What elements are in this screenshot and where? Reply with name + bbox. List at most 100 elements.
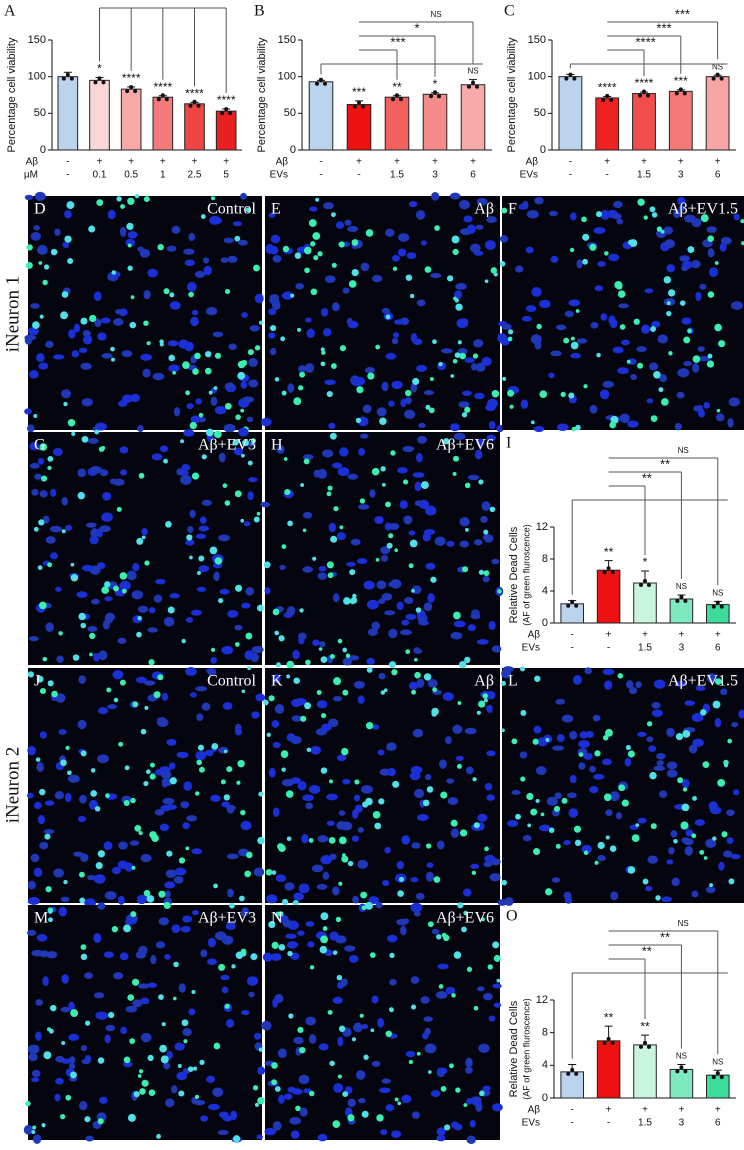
nucleus [324, 379, 336, 386]
dead-cell [143, 781, 149, 787]
nucleus [284, 1093, 293, 1100]
nucleus [299, 1107, 308, 1117]
nucleus [68, 1001, 75, 1011]
nucleus [45, 622, 55, 633]
dead-cell [285, 790, 294, 798]
nucleus [707, 248, 715, 258]
nucleus [137, 605, 149, 613]
nucleus [423, 602, 433, 612]
nucleus [347, 473, 359, 480]
dead-cell [287, 950, 293, 957]
nucleus [605, 809, 613, 817]
dead-cell [457, 340, 462, 345]
dead-cell [281, 767, 286, 772]
nucleus [253, 1032, 262, 1040]
dead-cell [700, 709, 707, 716]
dead-cell [41, 1123, 46, 1128]
nucleus [548, 372, 555, 379]
y-tick-label: 4 [542, 585, 548, 597]
nucleus [189, 509, 196, 518]
nucleus [400, 925, 407, 936]
image-panel: N Aβ+EV6 [261, 901, 503, 1144]
nucleus [223, 237, 234, 244]
nucleus [474, 449, 483, 460]
x-tick-label: - [319, 157, 322, 168]
nucleus [104, 596, 113, 602]
data-point [160, 93, 165, 98]
dead-cell [238, 895, 245, 902]
nucleus [244, 650, 255, 661]
nucleus [328, 718, 339, 728]
x-tick-label: 6 [470, 170, 476, 181]
nucleus [103, 951, 114, 959]
dead-cell [312, 232, 321, 240]
nucleus [140, 1032, 152, 1043]
panel-label: Control [207, 673, 256, 690]
nucleus [705, 838, 717, 849]
data-point [93, 80, 98, 85]
dead-cell [111, 925, 118, 933]
nucleus [169, 301, 181, 310]
nucleus [62, 241, 70, 249]
nucleus [583, 752, 593, 760]
nucleus [293, 1036, 304, 1045]
nucleus [378, 673, 386, 680]
nucleus [570, 212, 577, 221]
nucleus [174, 1042, 185, 1051]
nucleus [80, 853, 89, 862]
dead-cell [234, 235, 241, 242]
dead-cell [81, 435, 89, 443]
nucleus [573, 675, 582, 685]
dead-cell [192, 1066, 198, 1071]
dead-cell [411, 689, 417, 695]
nucleus [101, 512, 113, 522]
dead-cell [363, 1054, 369, 1060]
dead-cell [707, 353, 713, 359]
dead-cell [231, 964, 236, 969]
dead-cell [432, 339, 437, 345]
nucleus [674, 681, 686, 687]
nucleus [316, 700, 328, 709]
image-panel: M Aβ+EV3 [23, 901, 266, 1144]
dead-cell [452, 358, 458, 364]
panel-label: Aβ+EV3 [198, 437, 256, 454]
nucleus [668, 846, 675, 855]
nucleus [165, 804, 177, 811]
dead-cell [308, 219, 317, 227]
data-point [679, 1065, 684, 1070]
nucleus [414, 788, 425, 799]
nucleus [328, 522, 337, 533]
nucleus [474, 539, 483, 546]
nucleus [254, 293, 264, 304]
dead-cell [320, 347, 325, 352]
nucleus [681, 265, 689, 272]
nucleus [576, 259, 583, 269]
nucleus [268, 308, 277, 316]
nucleus [488, 421, 496, 430]
nucleus [298, 365, 307, 373]
x-tick-label: + [470, 157, 476, 168]
dead-cell [383, 688, 388, 692]
nucleus [271, 300, 281, 311]
dead-cell [501, 728, 505, 733]
dead-cell [402, 479, 409, 485]
nucleus [226, 806, 235, 814]
nucleus [371, 995, 379, 1004]
dead-cell [619, 324, 626, 330]
dead-cell [245, 632, 253, 640]
nucleus [102, 492, 112, 501]
dead-cell [740, 218, 744, 224]
nucleus [42, 515, 50, 524]
bracket-label: NS [678, 919, 689, 928]
nucleus [46, 951, 58, 959]
nucleus [118, 841, 128, 850]
x-tick-label: - [319, 170, 322, 181]
nucleus [206, 306, 218, 316]
nucleus [85, 522, 97, 528]
bar [558, 76, 583, 151]
dead-cell [302, 528, 307, 533]
nucleus [332, 462, 343, 469]
dead-cell [347, 1114, 355, 1122]
dead-cell [560, 391, 566, 398]
data-point [220, 111, 225, 116]
